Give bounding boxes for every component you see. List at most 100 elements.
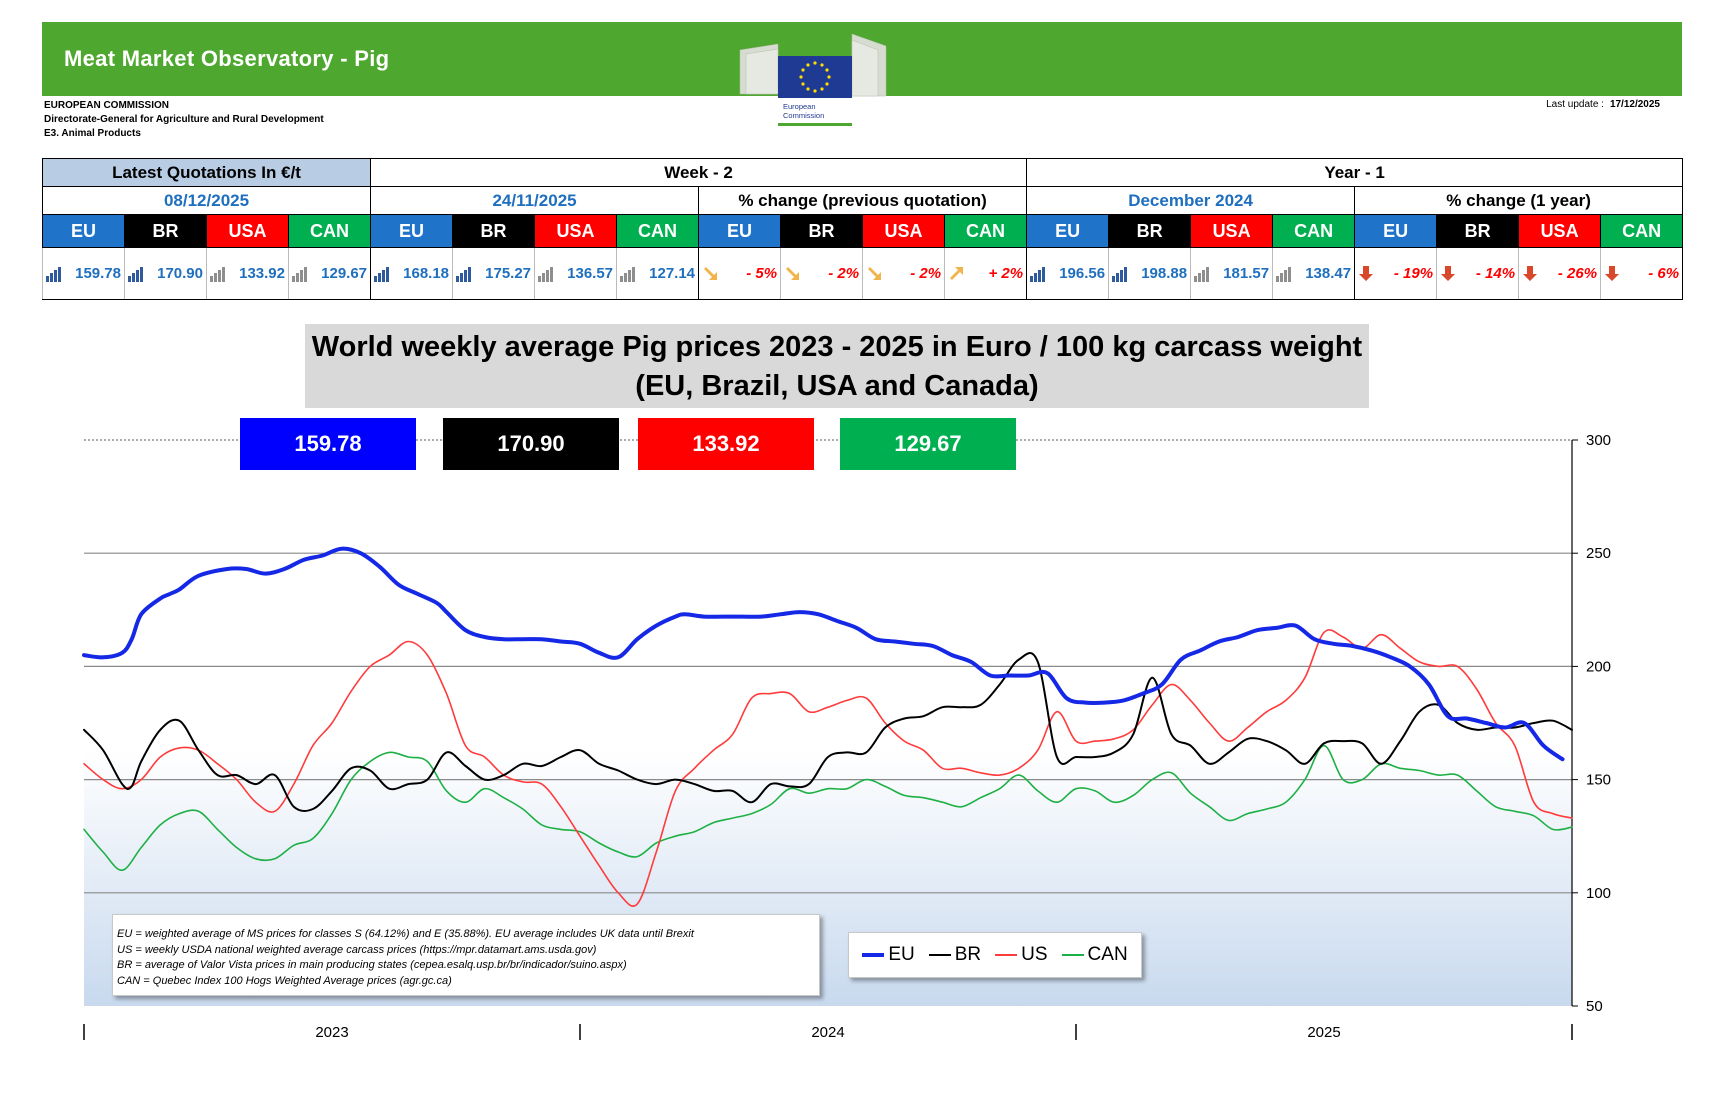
cell-value: 175.27 [485,265,532,282]
latest-values-br: 170.90 [124,247,207,300]
code-eu-4: EU [1354,214,1438,248]
org-line-1: EUROPEAN COMMISSION [44,100,170,111]
arrow-down-icon [1605,266,1620,281]
cell-value: 181.57 [1223,265,1270,282]
arrow-down-right-icon [704,267,718,280]
cell-value: 196.56 [1059,265,1106,282]
code-usa-2: USA [862,214,946,248]
org-line-2: Directorate-General for Agriculture and … [44,114,324,125]
code-br-0: BR [124,214,207,248]
logo-text-line-2: Commission [783,111,824,120]
signal-bars-icon [292,267,307,282]
code-eu-0: EU [42,214,125,248]
legend-item-br: BR [928,944,982,966]
signal-bars-icon [1112,267,1128,282]
latest-quotations-header: Latest Quotations In €/t [41,158,372,187]
cell-value: - 19% [1393,265,1434,282]
week-values-usa: 136.57 [534,247,618,300]
note-br: BR = average of Valor Vista prices in ma… [117,959,627,971]
signal-bars-icon [46,267,61,282]
cell-value: - 2% [828,265,860,282]
code-can-0: CAN [287,214,372,248]
code-usa-3: USA [1190,214,1274,248]
cell-value: - 26% [1557,265,1598,282]
code-eu-1: EU [370,214,454,248]
note-eu: EU = weighted average of MS prices for c… [117,928,694,940]
year-changes-eu: - 19% [1354,247,1438,300]
x-category-label-2023: 2023 [315,1024,348,1041]
signal-bars-icon [456,267,472,282]
year-values-eu: 196.56 [1026,247,1110,300]
signal-bars-icon [1194,267,1210,282]
value-box-br: 170.90 [443,418,619,470]
chart-legend: EU BR US CAN [848,932,1142,978]
cell-value: + 2% [988,265,1024,282]
arrow-up-right-icon [950,267,964,280]
arrow-down-icon [1441,266,1456,281]
code-can-4: CAN [1600,214,1684,248]
legend-label-us: US [1021,944,1048,965]
signal-bars-icon [128,267,143,282]
cell-value: 159.78 [75,265,121,282]
year-changes-usa: - 26% [1518,247,1602,300]
last-update-label: Last update : [1546,99,1604,110]
legend-label-can: CAN [1087,944,1128,965]
eu-stars-icon [799,61,831,93]
x-category-label-2024: 2024 [811,1024,844,1041]
cell-value: 129.67 [321,265,368,282]
code-br-3: BR [1108,214,1192,248]
week-values-br: 175.27 [452,247,536,300]
cell-value: 133.92 [239,265,285,282]
signal-bars-icon [210,267,225,282]
legend-item-can: CAN [1061,944,1128,966]
organisation-block: EUROPEAN COMMISSION Directorate-General … [44,99,324,141]
code-usa-1: USA [534,214,618,248]
cell-value: 136.57 [567,265,614,282]
y-tick-label-50: 50 [1586,998,1603,1015]
week-changes-can: + 2% [944,247,1028,300]
series-line-us [83,629,1573,907]
y-tick-label-100: 100 [1586,885,1611,902]
year-values-br: 198.88 [1108,247,1192,300]
legend-label-br: BR [954,944,982,965]
week-changes-br: - 2% [780,247,864,300]
code-usa-0: USA [206,214,289,248]
logo-text-line-1: European [783,102,816,111]
legend-item-eu: EU [862,944,915,966]
cell-value: - 14% [1475,265,1516,282]
arrow-down-icon [1359,266,1374,281]
notes-box: EU = weighted average of MS prices for c… [112,914,820,996]
x-category-label-2025: 2025 [1307,1024,1340,1041]
code-br-1: BR [452,214,536,248]
last-update-value: 17/12/2025 [1609,99,1660,110]
code-eu-2: EU [698,214,782,248]
note-us: US = weekly USDA national weighted avera… [117,943,597,956]
arrow-down-right-icon [786,267,800,280]
series-line-eu [82,546,1565,762]
value-box-eu: 159.78 [240,418,416,470]
code-br-4: BR [1436,214,1520,248]
arrow-down-icon [1523,266,1538,281]
code-can-3: CAN [1272,214,1356,248]
european-commission-logo: European Commission [739,33,887,126]
code-can-2: CAN [944,214,1028,248]
y-tick-label-250: 250 [1586,545,1611,562]
cell-value: 138.47 [1305,265,1352,282]
signal-bars-icon [1276,267,1292,282]
year-date: December 2024 [1026,186,1356,215]
year-values-can: 138.47 [1272,247,1356,300]
chart-title-box: World weekly average Pig prices 2023 - 2… [305,324,1369,408]
cell-value: 170.90 [157,265,203,282]
y-tick-label-300: 300 [1586,432,1611,449]
latest-values-can: 129.67 [287,247,372,300]
signal-bars-icon [620,267,636,282]
cell-value: 127.14 [649,265,696,282]
legend-label-eu: EU [888,944,915,965]
value-box-us: 133.92 [638,418,814,470]
year-changes-can: - 6% [1600,247,1684,300]
year-1-header: Year - 1 [1026,158,1684,187]
signal-bars-icon [374,267,390,282]
cell-value: - 5% [746,265,778,282]
cell-value: 198.88 [1141,265,1188,282]
